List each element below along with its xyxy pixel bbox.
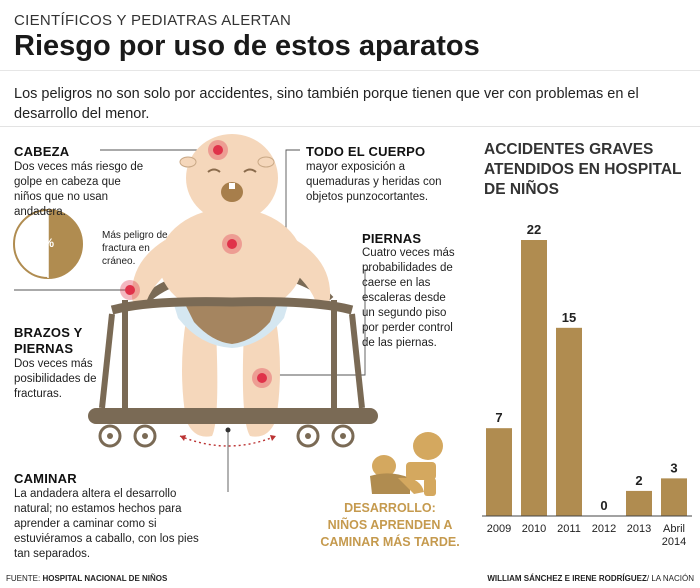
tick-label-abril-2014-0: Abril — [663, 523, 685, 535]
caminar-title: CAMINAR — [14, 471, 77, 486]
value-label-2012: 0 — [600, 498, 607, 513]
footer-source-label: FUENTE: — [6, 574, 43, 583]
tick-label-2010: 2010 — [522, 523, 546, 535]
header-divider — [0, 70, 700, 71]
page-title: Riesgo por uso de estos aparatos — [14, 30, 480, 62]
bar-abril-2014 — [661, 478, 687, 516]
value-label-2013: 2 — [635, 473, 642, 488]
kicker: CIENTÍFICOS Y PEDIATRAS ALERTAN — [14, 12, 292, 29]
tick-label-2009: 2009 — [487, 523, 511, 535]
todo-el-cuerpo-text: mayor exposición a quemaduras y heridas … — [306, 161, 442, 203]
walker-front — [88, 297, 378, 424]
footer-outlet: / LA NACIÓN — [646, 574, 694, 583]
bar-2009 — [486, 428, 512, 516]
value-label-2011: 15 — [562, 310, 576, 325]
value-label-2010: 22 — [527, 222, 541, 237]
value-label-2009: 7 — [495, 410, 502, 425]
footer-source-name: HOSPITAL NACIONAL DE NIÑOS — [42, 574, 168, 583]
bar-2010 — [521, 240, 547, 516]
section-divider — [0, 126, 700, 127]
hotspots — [120, 140, 272, 388]
desarrollo-callout: DESARROLLO: NIÑOS APRENDEN A CAMINAR MÁS… — [320, 500, 460, 551]
chart-title: ACCIDENTES GRAVES ATENDIDOS EN HOSPITAL … — [484, 141, 682, 198]
bar-2013 — [626, 490, 652, 516]
brazos-piernas-text: Dos veces más posibilidades de fracturas… — [14, 358, 97, 400]
piernas-text: Cuatro veces más probabilidades de caers… — [362, 247, 455, 349]
brazos-piernas-title: BRAZOS Y PIERNAS — [14, 325, 83, 356]
footer-authors: WILLIAM SÁNCHEZ E IRENE RODRÍGUEZ — [487, 574, 647, 583]
footer-credits: WILLIAM SÁNCHEZ E IRENE RODRÍGUEZ/ LA NA… — [487, 574, 694, 583]
cabeza-title: CABEZA — [14, 144, 70, 159]
todo-el-cuerpo-title: TODO EL CUERPO — [306, 144, 426, 159]
footer-source: FUENTE: HOSPITAL NACIONAL DE NIÑOS — [6, 574, 167, 583]
intro-text: Los peligros no son solo por accidentes,… — [14, 86, 639, 122]
tick-label-2012: 2012 — [592, 523, 616, 535]
value-label-abril-2014: 3 — [670, 460, 677, 475]
wheels — [98, 424, 355, 448]
bar-2011 — [556, 327, 582, 516]
pie-caption: Más peligro de fractura en cráneo. — [102, 230, 168, 267]
tick-label-2011: 2011 — [557, 523, 581, 535]
piernas-title: PIERNAS — [362, 231, 422, 246]
tick-label-2013: 2013 — [627, 523, 651, 535]
cabeza-text: Dos veces más riesgo de golpe en cabeza … — [14, 161, 144, 218]
crawling-baby-icon — [370, 432, 443, 496]
desarrollo-line-2: NIÑOS APRENDEN A — [327, 518, 453, 532]
tick-label-abril-2014-1: 2014 — [662, 536, 686, 548]
fracture-pie-chart — [13, 209, 83, 279]
desarrollo-line-1: DESARROLLO: — [344, 501, 436, 515]
feet-spread-indicator — [179, 427, 277, 447]
caminar-text: La andadera altera el desarrollo natural… — [14, 488, 199, 560]
desarrollo-line-3: CAMINAR MÁS TARDE. — [320, 535, 460, 549]
pie-percent-label: 50% — [30, 236, 55, 250]
